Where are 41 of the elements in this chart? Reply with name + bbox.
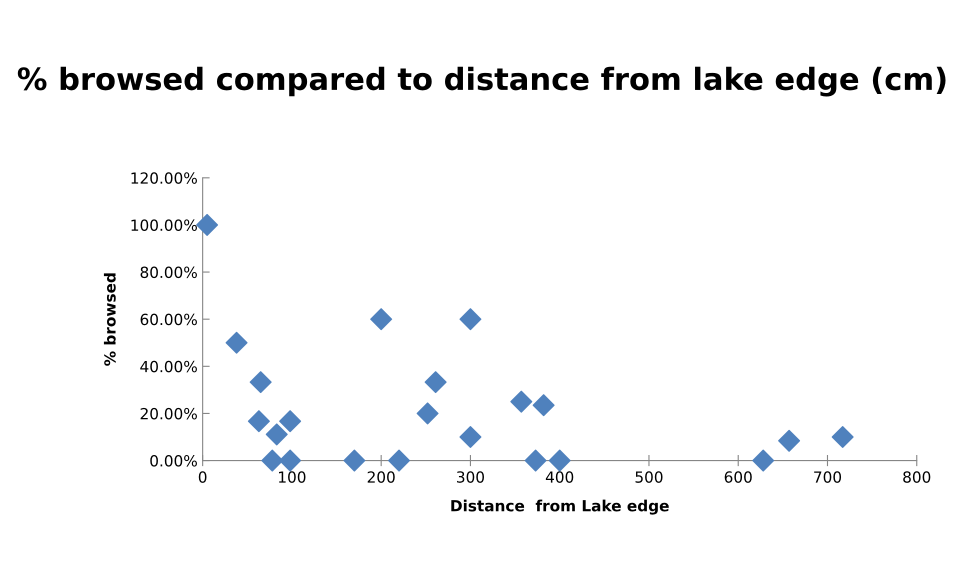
point — [424, 371, 447, 394]
point — [250, 371, 272, 394]
point — [370, 308, 392, 330]
y-axis-title: % browsed — [104, 273, 116, 366]
x-tick-label: 600 — [724, 471, 752, 483]
x-tick-label: 400 — [546, 471, 574, 483]
point — [266, 423, 288, 446]
y-tick-label: 20.00% — [140, 408, 197, 420]
point — [196, 214, 218, 236]
x-axis-title: Distance from Lake edge — [451, 500, 669, 515]
point — [832, 426, 854, 448]
x-tick-label: 0 — [198, 471, 206, 483]
y-tick-label: 0.00% — [150, 455, 197, 467]
y-tick-label: 40.00% — [140, 360, 197, 372]
point — [778, 430, 800, 452]
point — [416, 402, 439, 424]
point — [548, 450, 571, 472]
point — [279, 410, 302, 432]
x-tick-label: 700 — [814, 471, 842, 483]
point — [343, 450, 366, 472]
point — [459, 308, 482, 330]
chart-title: % browsed compared to distance from lake edge (cm) — [18, 66, 946, 97]
point — [226, 332, 248, 354]
point — [279, 450, 302, 472]
point — [510, 390, 532, 413]
y-tick-label: 80.00% — [140, 266, 197, 278]
point — [524, 450, 547, 472]
point — [261, 450, 284, 472]
point — [752, 450, 774, 472]
x-tick-label: 500 — [636, 471, 663, 483]
x-tick-label: 800 — [903, 471, 930, 483]
y-tick-label: 120.00% — [131, 172, 197, 184]
y-tick-label: 100.00% — [131, 219, 197, 231]
point — [459, 426, 482, 448]
point — [248, 410, 270, 432]
y-tick-label: 60.00% — [140, 314, 197, 326]
point — [388, 450, 410, 472]
x-tick-label: 100 — [279, 471, 306, 483]
point — [532, 394, 555, 416]
x-tick-label: 300 — [457, 471, 484, 483]
x-tick-label: 200 — [368, 471, 395, 483]
